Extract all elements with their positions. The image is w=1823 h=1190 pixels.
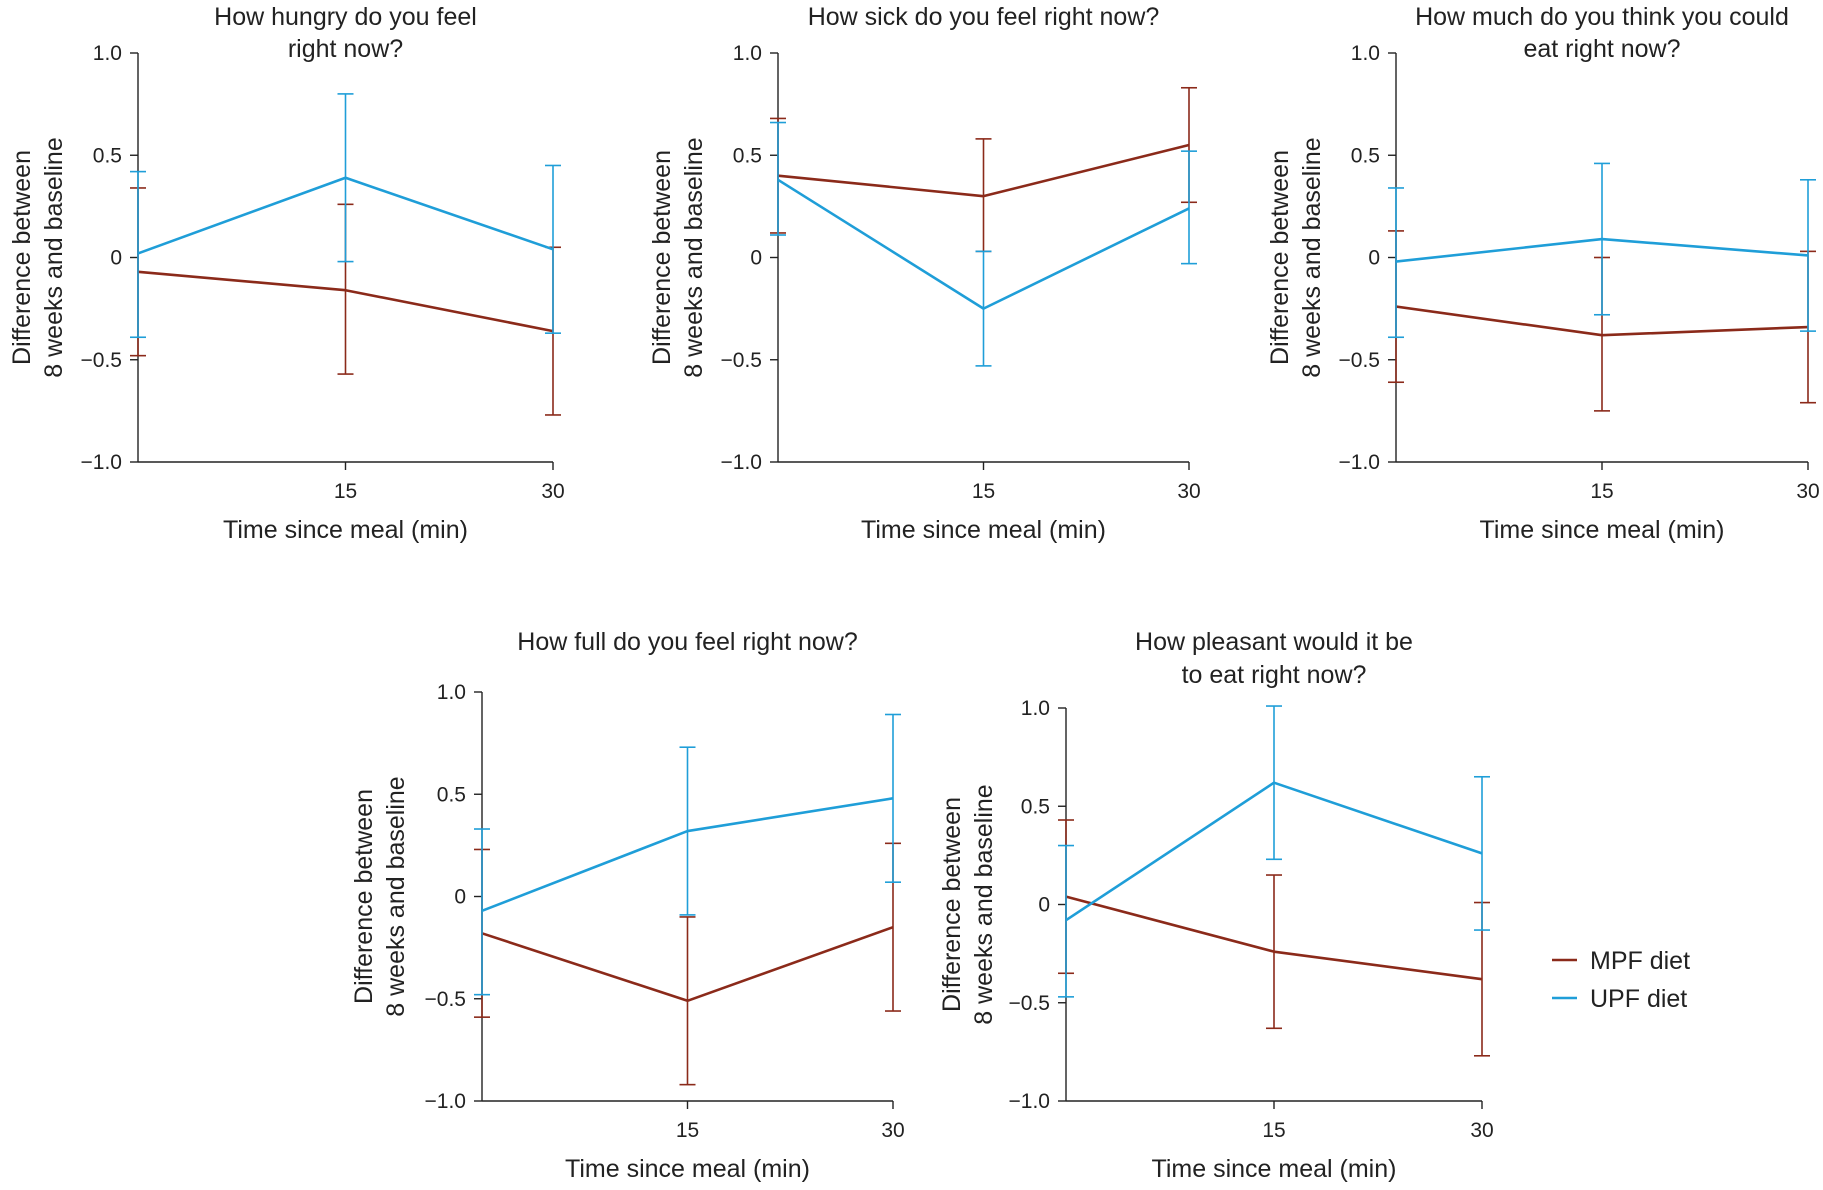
chart-panel-5: How pleasant would it be to eat right now… (938, 628, 1494, 1183)
x-tick-label: 15 (676, 1119, 699, 1142)
x-axis-title: Time since meal (min) (223, 516, 468, 544)
chart-panel-4: How full do you feel right now? 1.0 0.5 0 −0… (350, 628, 905, 1183)
y-tick-label: 0.5 (93, 144, 122, 167)
y-tick-label: 0 (110, 247, 122, 270)
chart-title: How hungry do you feel (214, 3, 477, 31)
chart-title: How pleasant would it be (1135, 628, 1413, 656)
x-tick-label: 30 (1177, 480, 1200, 503)
y-axis-title: 8 weeks and baseline (680, 137, 708, 377)
y-tick-label: 0.5 (437, 783, 466, 806)
y-tick-label: −0.5 (721, 349, 762, 372)
x-tick-label: 15 (334, 480, 357, 503)
y-tick-label: −0.5 (81, 349, 122, 372)
y-tick-label: 1.0 (1021, 697, 1050, 720)
y-tick-label: −0.5 (1339, 349, 1380, 372)
y-axis-title: 8 weeks and baseline (382, 776, 410, 1016)
x-tick-label: 30 (541, 480, 564, 503)
y-tick-label: −1.0 (1339, 451, 1380, 474)
y-axis-title: Difference between (8, 150, 36, 365)
y-tick-label: 1.0 (1351, 42, 1380, 65)
y-tick-label: 1.0 (93, 42, 122, 65)
chart-panel-2: How sick do you feel right now? 1.0 0.5 0 −0… (648, 3, 1201, 544)
chart-title: to eat right now? (1182, 661, 1367, 689)
y-tick-label: 0 (1038, 894, 1050, 917)
chart-title: How much do you think you could (1415, 3, 1789, 31)
legend-label: MPF diet (1590, 947, 1690, 975)
y-tick-label: −1.0 (81, 451, 122, 474)
chart-title: How sick do you feel right now? (808, 3, 1160, 31)
y-axis-title: Difference between (350, 789, 378, 1004)
x-tick-label: 30 (881, 1119, 904, 1142)
y-tick-label: 0 (454, 886, 466, 909)
x-axis-title: Time since meal (min) (565, 1155, 810, 1183)
y-axis-title: 8 weeks and baseline (40, 137, 68, 377)
y-tick-label: 1.0 (437, 681, 466, 704)
x-tick-label: 30 (1796, 480, 1819, 503)
y-tick-label: 1.0 (733, 42, 762, 65)
y-tick-label: 0 (1368, 247, 1380, 270)
x-axis-title: Time since meal (min) (861, 516, 1106, 544)
y-tick-label: −1.0 (425, 1090, 466, 1113)
x-axis-title: Time since meal (min) (1152, 1155, 1397, 1183)
y-axis-title: Difference between (648, 150, 676, 365)
y-tick-label: 0.5 (733, 144, 762, 167)
legend-label: UPF diet (1590, 985, 1687, 1013)
y-axis-title: Difference between (1266, 150, 1294, 365)
series-mpf-diet (770, 88, 1197, 252)
legend: MPF diet UPF diet (1552, 947, 1690, 1013)
y-tick-label: 0 (750, 247, 762, 270)
x-tick-label: 15 (972, 480, 995, 503)
x-tick-label: 30 (1470, 1119, 1493, 1142)
y-axis-title: Difference between (938, 797, 966, 1012)
y-tick-label: 0.5 (1351, 144, 1380, 167)
y-axis-title: 8 weeks and baseline (970, 784, 998, 1024)
series-upf-diet (1388, 163, 1816, 337)
x-tick-label: 15 (1262, 1119, 1285, 1142)
chart-title: eat right now? (1523, 35, 1680, 63)
y-axis-title: 8 weeks and baseline (1298, 137, 1326, 377)
chart-title: right now? (288, 35, 403, 63)
chart-panel-3: How much do you think you could eat right… (1266, 3, 1820, 544)
y-tick-label: −0.5 (1009, 992, 1050, 1015)
chart-panel-1: How hungry do you feel right now? 1.0 0.5 0 −… (8, 3, 565, 544)
y-tick-label: −0.5 (425, 988, 466, 1011)
y-tick-label: −1.0 (721, 451, 762, 474)
chart-title: How full do you feel right now? (517, 628, 857, 656)
y-tick-label: 0.5 (1021, 795, 1050, 818)
y-tick-label: −1.0 (1009, 1090, 1050, 1113)
x-axis-title: Time since meal (min) (1480, 516, 1725, 544)
x-tick-label: 15 (1590, 480, 1613, 503)
